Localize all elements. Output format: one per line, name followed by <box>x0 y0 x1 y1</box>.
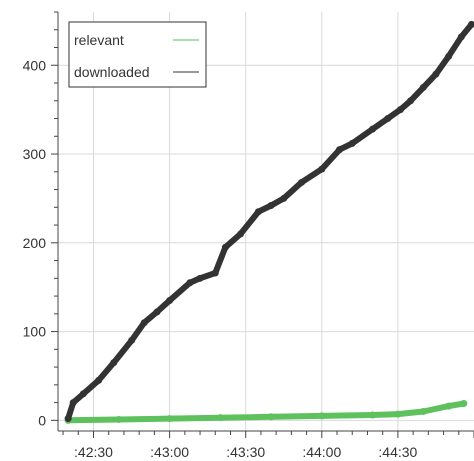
data-point-downloaded-9 <box>186 279 194 287</box>
data-point-downloaded-11 <box>211 269 219 277</box>
data-point-downloaded-14 <box>254 208 262 216</box>
x-tick-label-2: :43:30 <box>226 444 265 460</box>
data-point-relevant-1 <box>115 415 123 423</box>
data-point-relevant-6 <box>369 411 377 419</box>
data-point-downloaded-29 <box>467 20 474 28</box>
data-point-downloaded-18 <box>318 165 326 173</box>
legend-label-downloaded: downloaded <box>74 64 150 80</box>
data-point-downloaded-12 <box>221 243 229 251</box>
data-point-relevant-2 <box>166 415 174 423</box>
data-point-downloaded-28 <box>457 33 465 41</box>
data-point-downloaded-15 <box>267 202 275 210</box>
data-point-relevant-7 <box>394 410 402 418</box>
data-point-relevant-3 <box>216 414 224 422</box>
series-line-relevant <box>65 400 467 424</box>
legend-box <box>68 21 207 88</box>
data-point-relevant-5 <box>318 412 326 420</box>
data-point-downloaded-22 <box>384 115 392 123</box>
data-point-downloaded-21 <box>369 125 377 133</box>
data-point-downloaded-5 <box>128 336 136 344</box>
x-tick-label-0: :42:30 <box>74 444 113 460</box>
data-point-downloaded-23 <box>396 106 404 114</box>
y-tick-label-2: 200 <box>23 235 47 251</box>
x-tick-label-4: :44:30 <box>378 444 417 460</box>
x-tick-label-3: :44:00 <box>302 444 341 460</box>
data-point-downloaded-16 <box>280 194 288 202</box>
data-point-relevant-10 <box>460 399 468 407</box>
data-point-downloaded-4 <box>110 359 118 367</box>
data-point-downloaded-1 <box>69 399 77 407</box>
axes: 0 100 200 300 400 :42:30 :43:00 :43:30 :44:00 :44… <box>23 11 474 460</box>
y-tick-label-0: 0 <box>38 412 46 428</box>
data-point-downloaded-6 <box>140 319 148 327</box>
y-tick-label-3: 300 <box>23 146 47 162</box>
data-point-downloaded-25 <box>419 83 427 91</box>
x-tick-label-1: :43:00 <box>150 444 189 460</box>
series-layer <box>64 20 474 424</box>
y-tick-label-1: 100 <box>23 324 47 340</box>
data-point-relevant-9 <box>445 402 453 410</box>
data-point-downloaded-19 <box>336 146 344 154</box>
data-point-downloaded-2 <box>79 390 87 398</box>
data-point-downloaded-27 <box>445 52 453 60</box>
data-point-downloaded-0 <box>64 415 72 423</box>
data-point-downloaded-3 <box>95 376 103 384</box>
y-tick-label-4: 400 <box>23 57 47 73</box>
data-point-downloaded-17 <box>298 178 306 186</box>
data-point-downloaded-10 <box>196 274 204 282</box>
legend-label-relevant: relevant <box>74 32 124 48</box>
data-point-downloaded-26 <box>432 70 440 78</box>
data-point-downloaded-20 <box>348 139 356 147</box>
data-point-relevant-8 <box>419 407 427 415</box>
data-point-relevant-4 <box>267 413 275 421</box>
data-point-downloaded-8 <box>166 297 174 305</box>
data-point-downloaded-24 <box>407 97 415 105</box>
data-point-downloaded-7 <box>153 308 161 316</box>
legend: relevant downloaded <box>68 21 207 88</box>
data-point-downloaded-13 <box>237 230 245 238</box>
